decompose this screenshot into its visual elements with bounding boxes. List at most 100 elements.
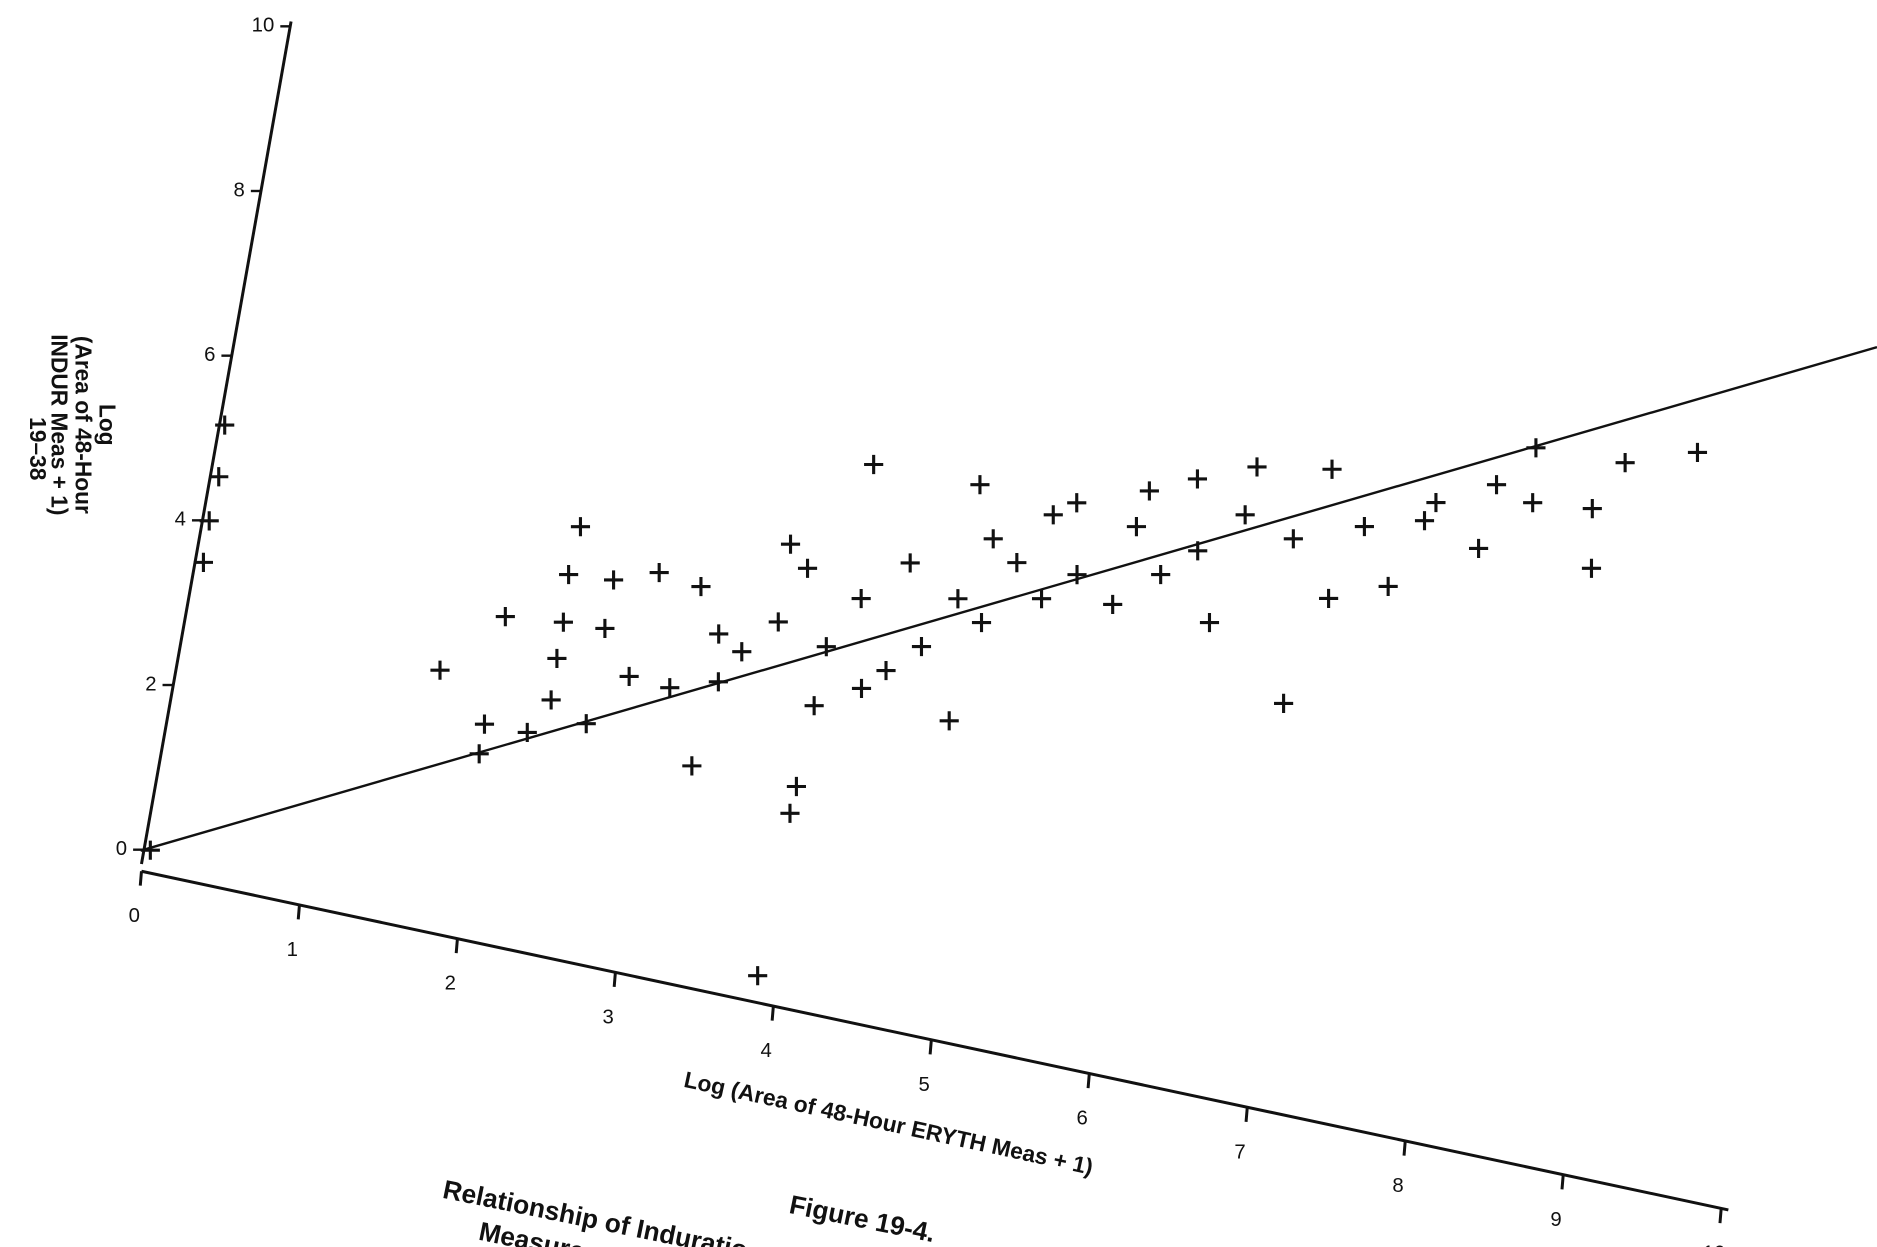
point — [1319, 588, 1339, 609]
point — [215, 415, 235, 435]
x-tick-label: 9 — [1550, 1209, 1561, 1231]
point — [1247, 457, 1267, 477]
point — [474, 714, 495, 734]
point — [1354, 517, 1374, 537]
point — [193, 552, 214, 572]
point — [1126, 517, 1147, 537]
x-tick-label: 2 — [445, 973, 456, 995]
point — [1031, 589, 1052, 609]
point — [1426, 492, 1446, 513]
x-tick-label: 1 — [287, 939, 298, 961]
point — [1582, 499, 1602, 519]
point — [1187, 469, 1208, 489]
x-tick — [1402, 1141, 1407, 1156]
y-label-line: INDUR Meas + 1) — [47, 334, 73, 515]
y-tick-label: 2 — [145, 673, 156, 695]
point — [1067, 493, 1087, 513]
point — [983, 529, 1003, 549]
y-tick-label: 6 — [204, 344, 215, 366]
point — [1414, 511, 1435, 531]
point — [1188, 541, 1208, 561]
x-axis-label: Log (Area of 48-Hour ERYTH Meas + 1) — [682, 1066, 1096, 1180]
x-tick-label: 10 — [1703, 1243, 1726, 1247]
point — [1199, 613, 1220, 633]
point — [1581, 558, 1602, 578]
point — [851, 678, 872, 699]
point — [209, 467, 229, 487]
point — [1486, 475, 1507, 495]
point — [1469, 538, 1489, 559]
point — [619, 666, 639, 686]
point — [682, 756, 702, 776]
point — [816, 637, 836, 657]
point — [570, 517, 591, 537]
point — [576, 714, 596, 734]
point — [1378, 576, 1398, 596]
x-tick-label: 5 — [918, 1074, 929, 1096]
point — [971, 613, 992, 633]
point — [469, 744, 489, 764]
point — [748, 966, 768, 986]
y-tick-label: 10 — [252, 15, 275, 37]
y-tick-label: 0 — [116, 838, 127, 860]
point — [1283, 529, 1303, 549]
point — [864, 454, 884, 475]
x-tick-label: 7 — [1234, 1141, 1245, 1163]
point — [1322, 459, 1342, 479]
point — [1067, 565, 1087, 585]
figure-title: Figure 19-4. — [787, 1189, 938, 1247]
point — [559, 564, 579, 585]
y-tick-label: 4 — [175, 509, 186, 531]
point — [430, 660, 450, 680]
page-label: 19–38 — [25, 417, 51, 480]
x-tick — [1244, 1107, 1249, 1122]
x-tick-label: 4 — [761, 1040, 772, 1062]
x-tick — [612, 972, 617, 987]
y-axis-label: Log (Area of 48-Hour INDUR Meas + 1) — [47, 334, 121, 515]
point — [1103, 594, 1123, 615]
point — [604, 570, 624, 590]
point — [553, 612, 573, 632]
point — [1687, 442, 1708, 463]
point — [804, 696, 824, 716]
point — [649, 562, 669, 583]
point — [780, 803, 800, 823]
point — [1274, 693, 1294, 713]
point — [797, 558, 818, 578]
point — [1139, 481, 1159, 501]
point — [140, 840, 160, 860]
point — [876, 661, 896, 681]
point — [547, 648, 567, 668]
point — [1526, 438, 1546, 458]
x-tick — [928, 1039, 933, 1055]
point — [732, 642, 752, 662]
point — [911, 636, 932, 657]
point — [900, 553, 920, 573]
x-tick — [1560, 1174, 1565, 1190]
x-axis — [141, 869, 1729, 1212]
x-tick-label: 6 — [1076, 1108, 1087, 1130]
x-tick — [454, 938, 459, 954]
reference-line — [143, 346, 1877, 851]
point — [1151, 564, 1171, 585]
x-tick-label: 0 — [129, 905, 140, 927]
point — [199, 511, 219, 531]
x-tick — [1718, 1208, 1723, 1224]
point — [1007, 553, 1027, 573]
point — [1615, 453, 1635, 473]
point — [851, 589, 871, 609]
point — [939, 711, 959, 731]
point — [595, 618, 615, 639]
point — [709, 624, 729, 644]
point — [708, 672, 728, 692]
point — [1043, 505, 1063, 525]
point — [691, 577, 711, 597]
x-tick-label: 3 — [603, 1006, 614, 1028]
point — [495, 607, 515, 627]
x-tick — [138, 871, 143, 886]
point — [1235, 505, 1255, 525]
point — [660, 678, 680, 698]
point — [541, 690, 561, 710]
